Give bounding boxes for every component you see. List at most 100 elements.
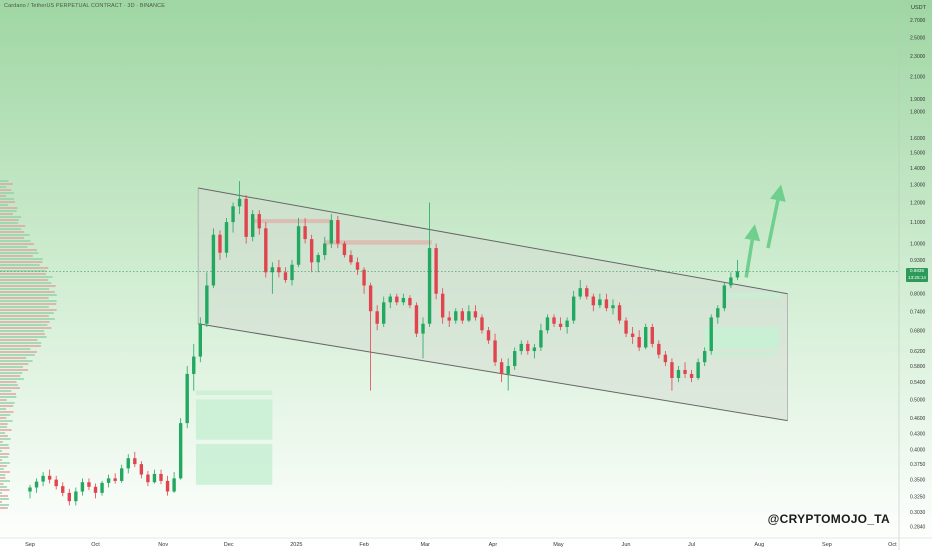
- candle-body: [257, 214, 261, 229]
- demand-zone: [195, 390, 273, 395]
- volume-profile-bar: [0, 468, 4, 470]
- price-tick-label: 1.9000: [910, 97, 926, 103]
- volume-profile-bar: [0, 291, 55, 293]
- candle-body: [454, 311, 458, 321]
- candle-body: [722, 285, 727, 309]
- volume-profile-bar: [0, 399, 7, 401]
- candle-body: [499, 362, 504, 374]
- current-price-tag: 0.8835 13:25:14: [906, 268, 928, 282]
- price-tick-label: 0.5400: [910, 380, 926, 386]
- volume-profile-bar: [0, 495, 9, 497]
- volume-profile-bar: [0, 303, 57, 305]
- candle-body: [67, 492, 72, 502]
- volume-profile-bar: [0, 315, 49, 317]
- candle-body: [637, 336, 641, 348]
- volume-profile-bar: [0, 228, 22, 230]
- candle-body: [460, 311, 465, 321]
- volume-profile-bar: [0, 435, 8, 437]
- volume-profile-bar: [0, 432, 6, 434]
- candle-body: [558, 323, 563, 327]
- candle-body: [427, 248, 432, 324]
- volume-profile-bar: [0, 486, 7, 488]
- price-tick-label: 0.9300: [910, 258, 926, 264]
- candle-body: [120, 468, 124, 481]
- volume-profile-bar: [0, 342, 42, 344]
- price-tick-label: 0.3750: [910, 462, 926, 468]
- candle-body: [552, 317, 556, 324]
- time-tick-label: May: [553, 542, 564, 548]
- volume-profile-bar: [0, 219, 19, 221]
- volume-profile-bar: [0, 360, 33, 362]
- demand-zone: [704, 352, 775, 357]
- candle-body: [296, 226, 301, 265]
- volume-profile-bar: [0, 381, 17, 383]
- volume-profile-bar: [0, 456, 9, 458]
- volume-profile-bar: [0, 198, 15, 200]
- candles: [28, 181, 740, 506]
- candle-body: [506, 366, 510, 374]
- volume-profile-bar: [0, 465, 7, 467]
- candle-body: [172, 478, 176, 492]
- volume-profile-bar: [0, 417, 7, 419]
- candle-body: [486, 330, 491, 341]
- volume-profile-bar: [0, 300, 57, 302]
- candle-body: [41, 475, 45, 482]
- volume-profile-bar: [0, 273, 46, 275]
- time-tick-label: Jun: [622, 542, 631, 548]
- time-tick-label: Aug: [754, 542, 764, 548]
- volume-profile-bar: [0, 222, 19, 224]
- candle-body: [421, 323, 425, 334]
- volume-profile-bar: [0, 348, 31, 350]
- price-tick-label: 0.6800: [910, 328, 926, 334]
- volume-profile-bar: [0, 264, 40, 266]
- time-axis: Sep Oct Nov Dec 2025 Feb Mar Apr May Jun Jul Aug Sep…: [0, 537, 932, 548]
- candle-body: [192, 356, 196, 374]
- volume-profile-bar: [0, 336, 47, 338]
- candle-body: [532, 347, 537, 352]
- candle-body: [329, 220, 334, 244]
- candle-body: [513, 351, 517, 367]
- price-tick-label: 0.2840: [910, 525, 926, 531]
- price-tick-label: 0.4600: [910, 416, 926, 422]
- candle-body: [585, 288, 589, 297]
- candle-body: [93, 486, 98, 493]
- price-tick-label: 1.3000: [910, 183, 926, 189]
- time-tick-label: Feb: [359, 542, 368, 548]
- candle-body: [113, 478, 117, 481]
- price-tick-label: 0.5800: [910, 364, 926, 370]
- volume-profile-bar: [0, 201, 16, 203]
- volume-profile-bar: [0, 186, 7, 188]
- candle-body: [152, 473, 157, 483]
- volume-profile-bar: [0, 312, 54, 314]
- candle-body: [408, 297, 412, 306]
- candle-body: [165, 480, 170, 492]
- candle-body: [414, 305, 419, 334]
- volume-profile-bar: [0, 366, 23, 368]
- candle-body: [716, 308, 720, 318]
- volume-profile-bar: [0, 462, 10, 464]
- volume-profile: [0, 180, 57, 509]
- candle-body: [290, 264, 294, 281]
- time-tick-label: Mar: [420, 542, 430, 548]
- candle-body: [663, 354, 668, 363]
- volume-profile-bar: [0, 477, 6, 479]
- author-watermark: @CRYPTOMOJO_TA: [767, 512, 890, 526]
- volume-profile-bar: [0, 276, 53, 278]
- candle-body: [401, 297, 406, 303]
- volume-profile-bar: [0, 378, 24, 380]
- candle-body: [591, 296, 596, 306]
- volume-profile-bar: [0, 195, 7, 197]
- candle-body: [34, 481, 39, 488]
- price-tick-label: 1.2000: [910, 201, 926, 207]
- volume-profile-bar: [0, 345, 41, 347]
- volume-profile-bar: [0, 231, 25, 233]
- price-tick-label: 1.4000: [910, 166, 926, 172]
- channel-upper-line: [198, 187, 788, 295]
- candle-body: [598, 299, 602, 306]
- volume-profile-bar: [0, 426, 8, 428]
- volume-profile-bar: [0, 243, 35, 245]
- candle-body: [611, 305, 615, 309]
- volume-profile-bar: [0, 393, 17, 395]
